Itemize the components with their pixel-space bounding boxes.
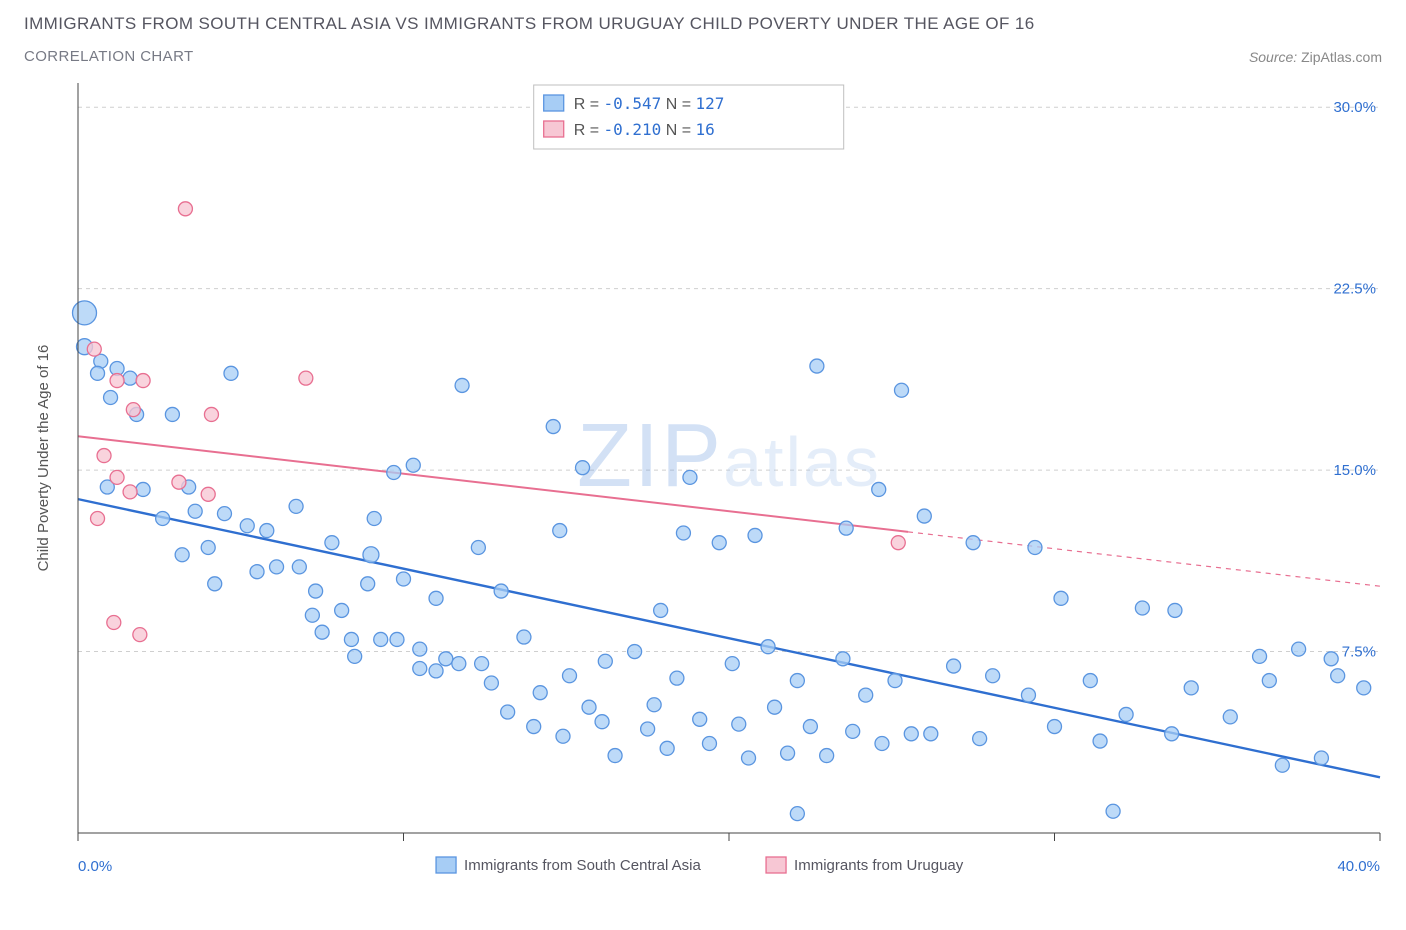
svg-text:Immigrants from Uruguay: Immigrants from Uruguay	[794, 857, 964, 874]
svg-text:22.5%: 22.5%	[1333, 281, 1376, 298]
svg-text:30.0%: 30.0%	[1333, 99, 1376, 116]
chart-title: IMMIGRANTS FROM SOUTH CENTRAL ASIA VS IM…	[24, 14, 1382, 34]
source-label: Source:	[1249, 49, 1301, 65]
chart-subtitle: CORRELATION CHART	[24, 48, 194, 65]
svg-text:R = -0.547 N = 127: R = -0.547 N = 127	[574, 94, 725, 113]
scatter-chart: ZIPatlas0.0%40.0%7.5%15.0%22.5%30.0%Chil…	[24, 73, 1384, 883]
svg-text:Child Poverty Under the Age of: Child Poverty Under the Age of 16	[35, 345, 52, 572]
svg-text:40.0%: 40.0%	[1337, 858, 1380, 875]
svg-text:R = -0.210 N = 16: R = -0.210 N = 16	[574, 120, 715, 139]
svg-text:15.0%: 15.0%	[1333, 462, 1376, 479]
svg-text:Immigrants from South Central: Immigrants from South Central Asia	[464, 857, 701, 874]
source-site: ZipAtlas.com	[1301, 49, 1382, 65]
svg-text:7.5%: 7.5%	[1342, 644, 1376, 661]
chart-source: Source: ZipAtlas.com	[1249, 49, 1382, 65]
svg-text:0.0%: 0.0%	[78, 858, 112, 875]
chart-container: ZIPatlas0.0%40.0%7.5%15.0%22.5%30.0%Chil…	[24, 73, 1382, 883]
